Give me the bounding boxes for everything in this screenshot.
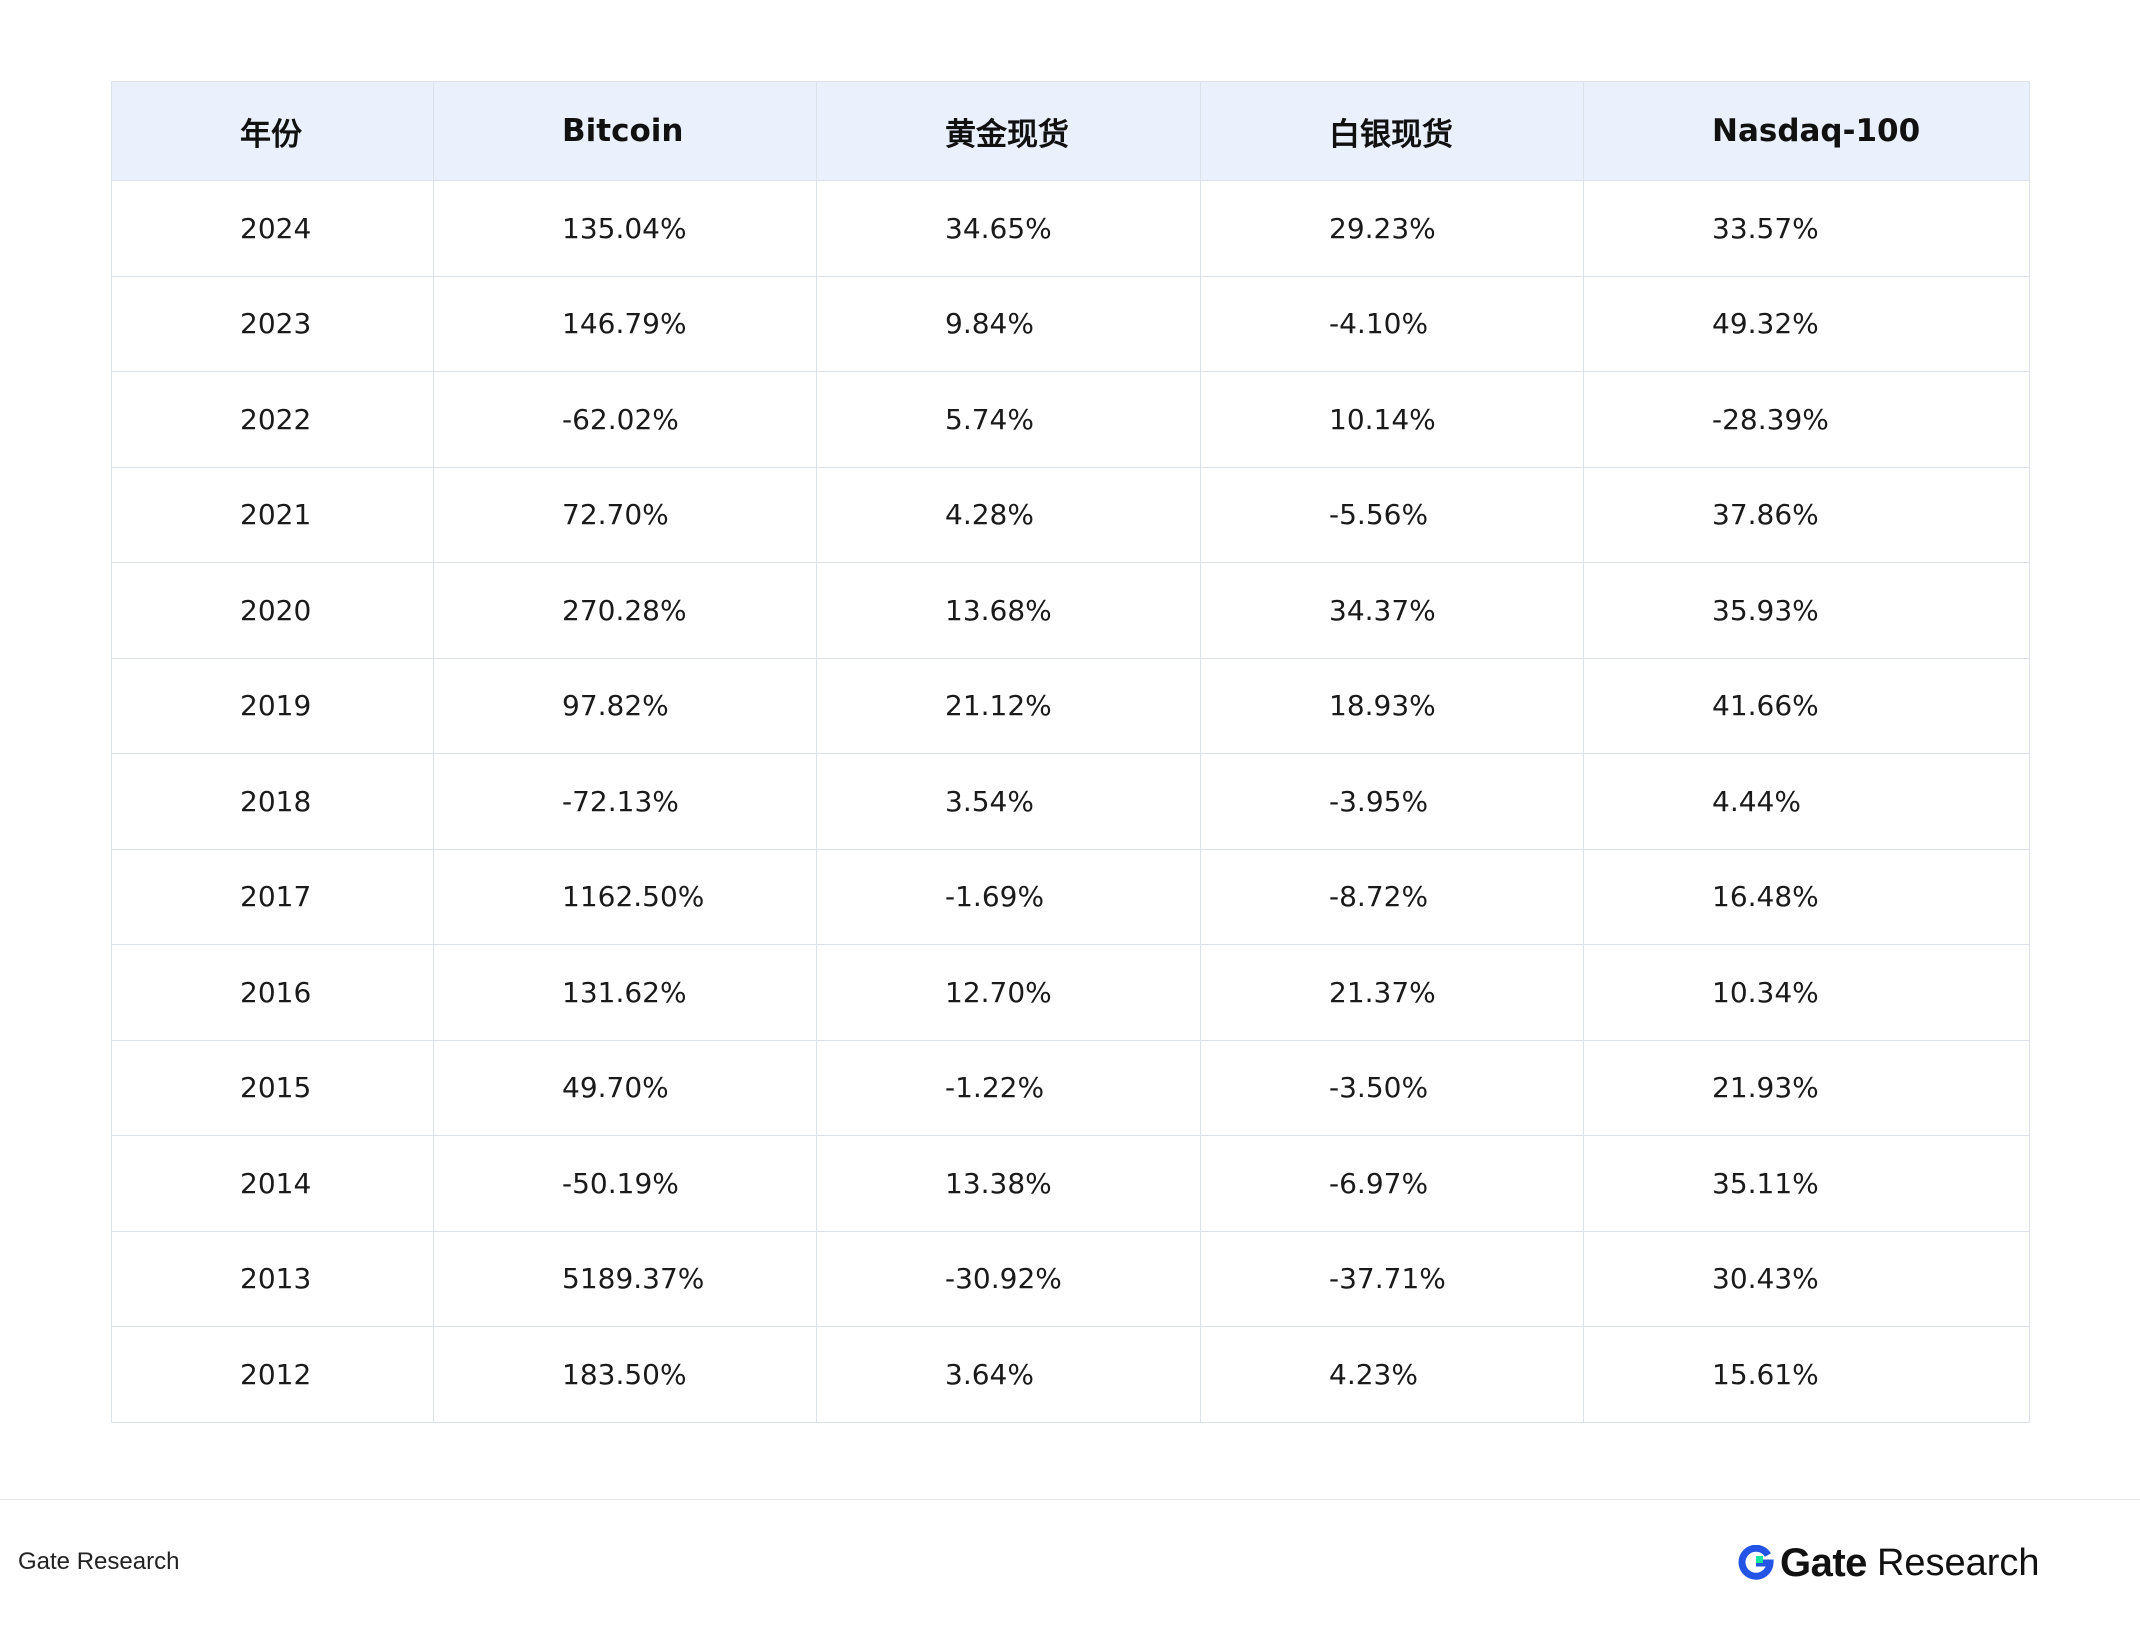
return-cell: 29.23%: [1200, 180, 1584, 277]
return-cell: 13.68%: [816, 562, 1201, 659]
footer-divider: [0, 1499, 2140, 1500]
return-cell: 146.79%: [433, 275, 817, 372]
year-cell: 2012: [111, 1326, 434, 1423]
table-row: 2022 -62.02% 5.74% 10.14% -28.39%: [111, 371, 2030, 468]
table-row: 2013 5189.37% -30.92% -37.71% 30.43%: [111, 1230, 2030, 1327]
logo-subtitle: Research: [1876, 1541, 2040, 1584]
return-cell: 183.50%: [433, 1326, 817, 1423]
return-cell: 12.70%: [816, 944, 1201, 1041]
return-cell: -1.22%: [816, 1039, 1201, 1136]
table-row: 2020 270.28% 13.68% 34.37% 35.93%: [111, 562, 2030, 659]
return-cell: 4.28%: [816, 466, 1201, 563]
table-body: 2024 135.04% 34.65% 29.23% 33.57% 2023 146.79%…: [111, 180, 2030, 1423]
return-cell: -62.02%: [433, 371, 817, 468]
year-cell: 2022: [111, 371, 434, 468]
gate-logo-icon: [1738, 1545, 1774, 1580]
annual-returns-table: 年份 Bitcoin 黄金现货 白银现货 Nasdaq-100 2024 135.04% 3…: [111, 81, 2030, 1423]
return-cell: -6.97%: [1200, 1135, 1584, 1232]
return-cell: 30.43%: [1583, 1230, 2030, 1327]
table-row: 2016 131.62% 12.70% 21.37% 10.34%: [111, 944, 2030, 1041]
return-cell: -3.95%: [1200, 753, 1584, 850]
return-cell: 21.37%: [1200, 944, 1584, 1041]
return-cell: 34.65%: [816, 180, 1201, 277]
returns-table-container: 年份 Bitcoin 黄金现货 白银现货 Nasdaq-100 2024 135.04% 3…: [111, 81, 2030, 1423]
return-cell: 72.70%: [433, 466, 817, 563]
return-cell: 18.93%: [1200, 657, 1584, 754]
gate-research-logo: Gate Research: [1738, 1539, 2040, 1587]
return-cell: 270.28%: [433, 562, 817, 659]
table-row: 2017 1162.50% -1.69% -8.72% 16.48%: [111, 848, 2030, 945]
return-cell: -3.50%: [1200, 1039, 1584, 1136]
year-cell: 2024: [111, 180, 434, 277]
column-header: 白银现货: [1200, 81, 1584, 181]
header-row: 年份 Bitcoin 黄金现货 白银现货 Nasdaq-100: [111, 81, 2030, 181]
return-cell: 135.04%: [433, 180, 817, 277]
return-cell: 35.93%: [1583, 562, 2030, 659]
year-cell: 2016: [111, 944, 434, 1041]
table-row: 2024 135.04% 34.65% 29.23% 33.57%: [111, 180, 2030, 277]
return-cell: 10.14%: [1200, 371, 1584, 468]
table-row: 2021 72.70% 4.28% -5.56% 37.86%: [111, 466, 2030, 563]
return-cell: -8.72%: [1200, 848, 1584, 945]
year-cell: 2023: [111, 275, 434, 372]
return-cell: 5.74%: [816, 371, 1201, 468]
return-cell: -37.71%: [1200, 1230, 1584, 1327]
footer-source-label: Gate Research: [18, 1548, 180, 1575]
year-cell: 2013: [111, 1230, 434, 1327]
logo-word: Gate: [1780, 1540, 1867, 1585]
column-header: Nasdaq-100: [1583, 81, 2030, 181]
return-cell: 131.62%: [433, 944, 817, 1041]
return-cell: 21.93%: [1583, 1039, 2030, 1136]
return-cell: 41.66%: [1583, 657, 2030, 754]
column-header: 年份: [111, 81, 434, 181]
table-row: 2012 183.50% 3.64% 4.23% 15.61%: [111, 1326, 2030, 1423]
column-header: 黄金现货: [816, 81, 1201, 181]
table-row: 2015 49.70% -1.22% -3.50% 21.93%: [111, 1039, 2030, 1136]
return-cell: 49.70%: [433, 1039, 817, 1136]
return-cell: -1.69%: [816, 848, 1201, 945]
return-cell: 21.12%: [816, 657, 1201, 754]
year-cell: 2014: [111, 1135, 434, 1232]
year-cell: 2021: [111, 466, 434, 563]
return-cell: 5189.37%: [433, 1230, 817, 1327]
table-row: 2023 146.79% 9.84% -4.10% 49.32%: [111, 275, 2030, 372]
return-cell: -50.19%: [433, 1135, 817, 1232]
table-row: 2018 -72.13% 3.54% -3.95% 4.44%: [111, 753, 2030, 850]
return-cell: 1162.50%: [433, 848, 817, 945]
year-cell: 2015: [111, 1039, 434, 1136]
table-header: 年份 Bitcoin 黄金现货 白银现货 Nasdaq-100: [111, 81, 2030, 181]
year-cell: 2017: [111, 848, 434, 945]
return-cell: -30.92%: [816, 1230, 1201, 1327]
return-cell: 33.57%: [1583, 180, 2030, 277]
return-cell: -28.39%: [1583, 371, 2030, 468]
return-cell: 97.82%: [433, 657, 817, 754]
return-cell: 4.23%: [1200, 1326, 1584, 1423]
return-cell: 34.37%: [1200, 562, 1584, 659]
return-cell: 3.64%: [816, 1326, 1201, 1423]
return-cell: 16.48%: [1583, 848, 2030, 945]
return-cell: 35.11%: [1583, 1135, 2030, 1232]
return-cell: -72.13%: [433, 753, 817, 850]
return-cell: 49.32%: [1583, 275, 2030, 372]
table-row: 2019 97.82% 21.12% 18.93% 41.66%: [111, 657, 2030, 754]
return-cell: -4.10%: [1200, 275, 1584, 372]
return-cell: 10.34%: [1583, 944, 2030, 1041]
return-cell: 13.38%: [816, 1135, 1201, 1232]
table-row: 2014 -50.19% 13.38% -6.97% 35.11%: [111, 1135, 2030, 1232]
return-cell: -5.56%: [1200, 466, 1584, 563]
year-cell: 2019: [111, 657, 434, 754]
column-header: Bitcoin: [433, 81, 817, 181]
return-cell: 15.61%: [1583, 1326, 2030, 1423]
return-cell: 3.54%: [816, 753, 1201, 850]
return-cell: 37.86%: [1583, 466, 2030, 563]
return-cell: 9.84%: [816, 275, 1201, 372]
year-cell: 2018: [111, 753, 434, 850]
return-cell: 4.44%: [1583, 753, 2030, 850]
year-cell: 2020: [111, 562, 434, 659]
